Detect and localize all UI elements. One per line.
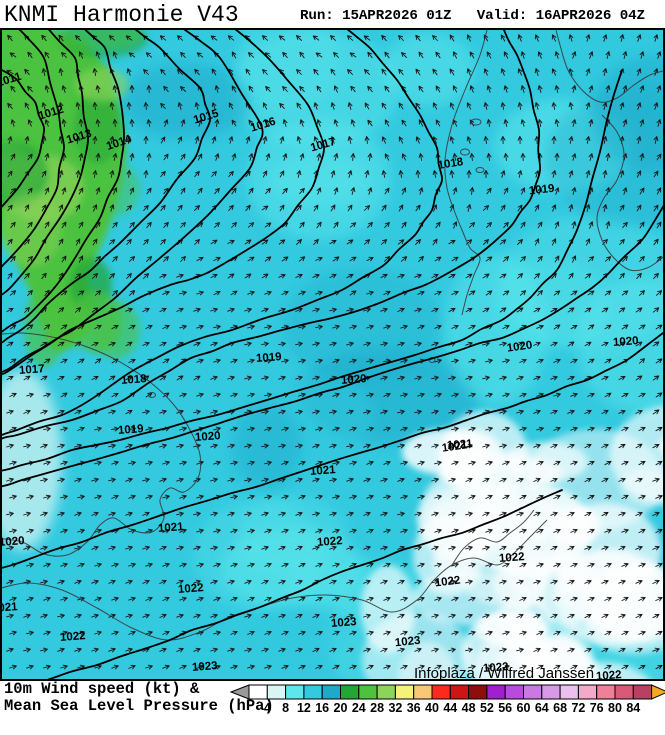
svg-text:44: 44 — [443, 701, 457, 715]
svg-text:52: 52 — [480, 701, 494, 715]
svg-text:1020: 1020 — [341, 373, 367, 387]
svg-text:64: 64 — [535, 701, 549, 715]
svg-text:48: 48 — [462, 701, 476, 715]
svg-text:1020: 1020 — [613, 335, 639, 349]
svg-text:36: 36 — [407, 701, 421, 715]
svg-text:Infoplaza / Wilfred Janssen: Infoplaza / Wilfred Janssen — [414, 665, 594, 681]
svg-text:1023: 1023 — [192, 660, 218, 674]
svg-text:1021: 1021 — [158, 521, 185, 535]
svg-text:1022: 1022 — [60, 630, 86, 644]
svg-text:1022: 1022 — [499, 551, 525, 565]
svg-text:8: 8 — [282, 701, 289, 715]
svg-text:1019: 1019 — [256, 351, 282, 365]
svg-text:84: 84 — [626, 701, 640, 715]
svg-text:1021: 1021 — [2, 601, 19, 615]
svg-text:1022: 1022 — [596, 669, 622, 681]
svg-text:1017: 1017 — [19, 363, 45, 377]
svg-text:60: 60 — [517, 701, 531, 715]
svg-text:1023: 1023 — [331, 616, 357, 630]
svg-text:4: 4 — [264, 701, 271, 715]
svg-text:12: 12 — [297, 701, 311, 715]
svg-text:72: 72 — [571, 701, 585, 715]
svg-text:1021: 1021 — [310, 464, 337, 478]
svg-text:40: 40 — [425, 701, 439, 715]
svg-text:32: 32 — [388, 701, 402, 715]
svg-text:76: 76 — [590, 701, 604, 715]
svg-text:20: 20 — [334, 701, 348, 715]
svg-text:56: 56 — [498, 701, 512, 715]
svg-text:28: 28 — [370, 701, 384, 715]
svg-text:1020: 1020 — [2, 535, 25, 549]
svg-text:80: 80 — [608, 701, 622, 715]
svg-text:1019: 1019 — [118, 423, 144, 437]
svg-text:16: 16 — [315, 701, 329, 715]
svg-text:68: 68 — [553, 701, 567, 715]
svg-text:1022: 1022 — [178, 582, 204, 596]
svg-text:1022: 1022 — [317, 535, 343, 549]
svg-text:1021: 1021 — [447, 438, 474, 452]
svg-text:1020: 1020 — [195, 430, 221, 444]
svg-text:1018: 1018 — [121, 373, 148, 387]
svg-text:24: 24 — [352, 701, 366, 715]
